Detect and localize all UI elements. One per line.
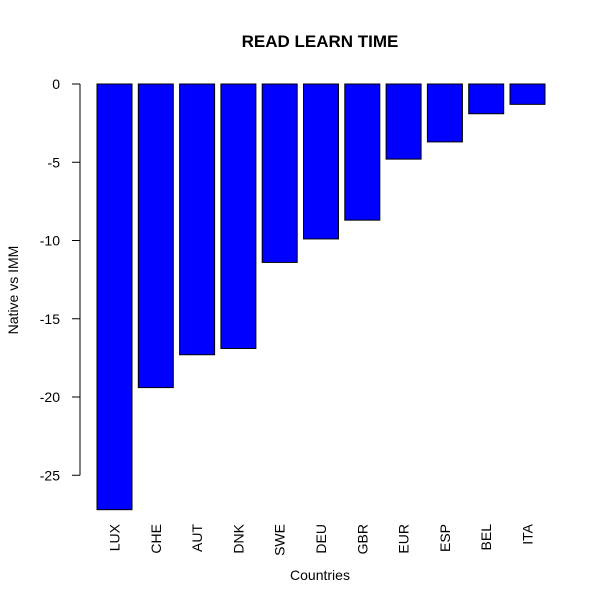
category-label-ita: ITA [520,523,536,544]
bar-deu [303,83,339,240]
category-label-gbr: GBR [354,524,370,554]
category-label-dnk: DNK [230,523,246,553]
bar-aut [179,83,216,356]
y-tick-label: -15 [40,311,60,327]
category-label-lux: LUX [107,523,123,551]
category-label-aut: AUT [189,524,205,552]
y-tick-label: -5 [48,154,61,170]
bar-bel [468,83,505,115]
category-labels: LUX CHE AUT DNK SWE DEU GBR EUR ESP BEL ITA [107,523,536,556]
bars-group [96,83,546,511]
category-label-che: CHE [148,524,164,554]
bar-swe [261,83,298,263]
y-tick-label: -10 [40,233,60,249]
category-label-swe: SWE [272,524,288,556]
y-tick-label: -25 [40,467,60,483]
category-label-bel: BEL [478,524,494,551]
chart-title: READ LEARN TIME [242,32,399,51]
bar-esp [426,83,463,143]
bar-dnk [220,83,257,349]
bar-ita [509,83,546,105]
bar-lux [96,83,133,511]
y-tick-label: -20 [40,389,60,405]
y-axis-label: Native vs IMM [5,246,21,335]
category-label-deu: DEU [313,524,329,554]
y-tick-label: 0 [52,76,60,92]
x-axis-label: Countries [290,567,350,583]
y-axis: 0 -5 -10 -15 -20 -25 [40,76,81,483]
category-label-esp: ESP [437,524,453,552]
bar-che [137,83,174,389]
bar-eur [385,83,422,160]
category-label-eur: EUR [396,524,412,554]
bar-gbr [344,83,381,221]
